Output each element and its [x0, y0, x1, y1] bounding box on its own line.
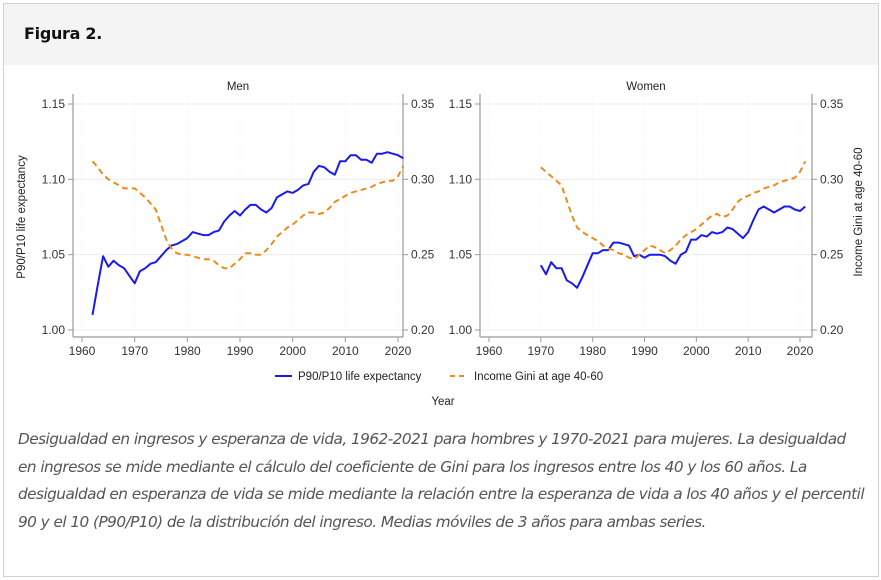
legend: P90/P10 life expectancy Income Gini at a… — [275, 371, 603, 408]
x-tick-label: 1960 — [476, 344, 503, 358]
panel-title: Women — [626, 81, 665, 93]
figure-chart: 1.00 1.05 1.10 1.15 0.20 0.25 0.30 0.35 1960 1970… — [16, 81, 865, 408]
y2-tick-label: 0.35 — [820, 97, 844, 111]
x-axis-label: Year — [431, 396, 454, 408]
figure-title: Figura 2. — [24, 24, 103, 43]
series-life-expectancy-line — [539, 205, 806, 289]
y2-tick-label: 0.25 — [820, 248, 844, 262]
figure-card: Figura 2. — [3, 3, 879, 577]
x-tick-label: 1970 — [527, 344, 554, 358]
x-tick-label: 2000 — [279, 344, 306, 358]
y-tick-label: 1.10 — [449, 172, 473, 186]
x-tick-label: 1990 — [631, 344, 658, 358]
figure-caption: Desigualdad en ingresos y esperanza de v… — [18, 430, 865, 531]
series-life-expectancy-line — [91, 151, 404, 316]
y-tick-label: 1.15 — [42, 97, 66, 111]
y-axis-label: P90/P10 life expectancy — [16, 155, 28, 279]
y2-axis-label: Income Gini at age 40-60 — [853, 147, 865, 276]
y2-tick-label: 0.30 — [411, 172, 435, 186]
x-tick-label: 2020 — [787, 344, 814, 358]
y-tick-label: 1.00 — [449, 323, 473, 337]
x-tick-label: 1980 — [174, 344, 201, 358]
panel-title: Men — [227, 81, 249, 93]
figure-header: Figura 2. — [4, 4, 878, 65]
x-tick-label: 1990 — [227, 344, 254, 358]
x-tick-label: 2020 — [385, 344, 412, 358]
panel-men: 1.00 1.05 1.10 1.15 0.20 0.25 0.30 0.35 1960 1970… — [16, 81, 435, 358]
legend-label-gini: Income Gini at age 40-60 — [474, 371, 603, 383]
y-tick-label: 1.15 — [449, 97, 473, 111]
x-tick-label: 2010 — [735, 344, 762, 358]
series-gini-line — [91, 160, 405, 270]
y2-tick-label: 0.35 — [411, 97, 435, 111]
series-gini-line — [540, 160, 807, 261]
x-tick-label: 1980 — [579, 344, 606, 358]
x-tick-label: 2000 — [683, 344, 710, 358]
y2-tick-label: 0.30 — [820, 172, 844, 186]
y-tick-label: 1.00 — [42, 323, 66, 337]
y2-tick-label: 0.20 — [411, 323, 435, 337]
y-tick-label: 1.05 — [449, 248, 473, 262]
x-tick-label: 1960 — [69, 344, 96, 358]
x-tick-label: 1970 — [121, 344, 148, 358]
legend-label-life-expectancy: P90/P10 life expectancy — [298, 371, 422, 383]
y-tick-label: 1.05 — [42, 248, 66, 262]
y2-tick-label: 0.20 — [820, 323, 844, 337]
y2-tick-label: 0.25 — [411, 248, 435, 262]
panel-women: 1.00 1.05 1.10 1.15 0.20 0.25 0.30 0.35 1960 1970… — [449, 81, 865, 358]
x-tick-label: 2010 — [332, 344, 359, 358]
y-tick-label: 1.10 — [42, 172, 66, 186]
